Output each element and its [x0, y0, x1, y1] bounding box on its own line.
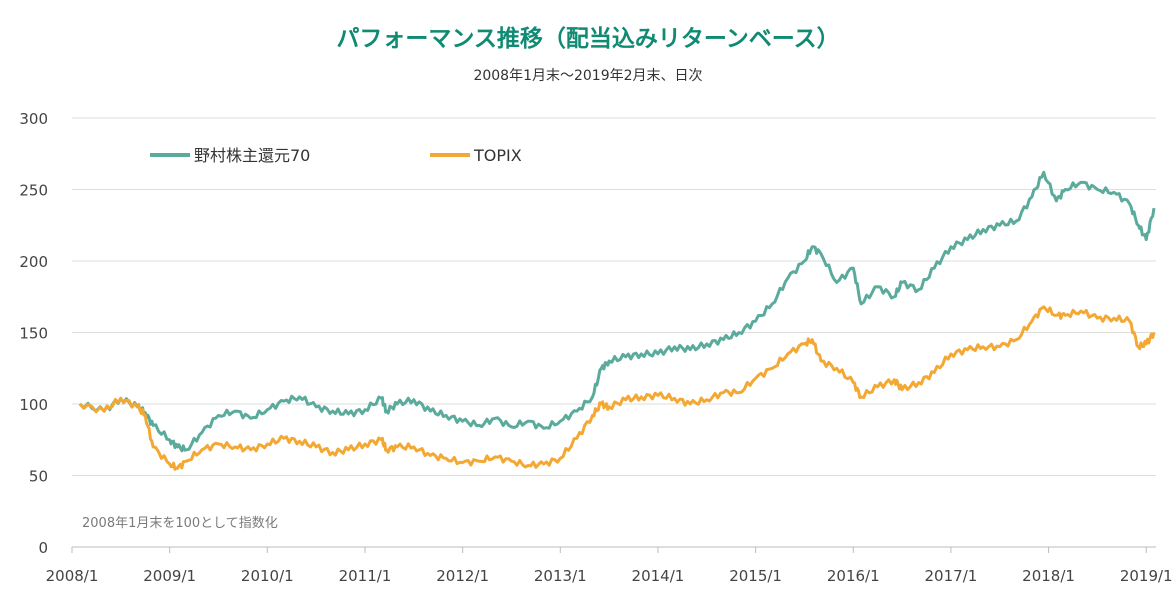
y-tick-label: 50	[29, 468, 48, 486]
x-tick-label: 2016/1	[827, 567, 880, 585]
x-tick-label: 2013/1	[534, 567, 587, 585]
series-lines	[78, 170, 1156, 471]
x-tick-label: 2012/1	[436, 567, 489, 585]
x-tick-label: 2018/1	[1022, 567, 1075, 585]
legend-label-topix: TOPIX	[473, 146, 522, 165]
y-axis-ticks: 0 50 100 150 200 250 300	[19, 110, 48, 557]
y-tick-label: 250	[19, 182, 48, 200]
x-tick-label: 2011/1	[339, 567, 392, 585]
y-tick-label: 100	[19, 396, 48, 414]
y-tick-label: 150	[19, 325, 48, 343]
x-tick-label: 2010/1	[241, 567, 294, 585]
gridlines	[72, 117, 1156, 476]
x-tick-label: 2015/1	[729, 567, 782, 585]
legend: 野村株主還元70 TOPIX	[150, 146, 522, 165]
x-tick-label: 2014/1	[632, 567, 685, 585]
chart-title: パフォーマンス推移（配当込みリターンベース）	[336, 25, 839, 52]
x-tick-label: 2009/1	[143, 567, 196, 585]
x-tick-label: 2017/1	[925, 567, 978, 585]
legend-label-nomura: 野村株主還元70	[194, 146, 310, 165]
index-note: 2008年1月末を100として指数化	[82, 516, 278, 531]
x-tick-label: 2019/1	[1120, 567, 1173, 585]
y-tick-label: 200	[19, 253, 48, 271]
series-line-nomura	[78, 170, 1156, 453]
y-tick-label: 300	[19, 110, 48, 128]
chart-subtitle: 2008年1月末～2019年2月末、日次	[473, 68, 702, 84]
y-tick-label: 0	[38, 539, 48, 557]
series-line-topix	[78, 305, 1156, 471]
x-axis-ticks: 2008/1 2009/1 2010/1 2011/1 2012/1 2013/1 2014…	[46, 547, 1173, 585]
x-tick-label: 2008/1	[46, 567, 99, 585]
